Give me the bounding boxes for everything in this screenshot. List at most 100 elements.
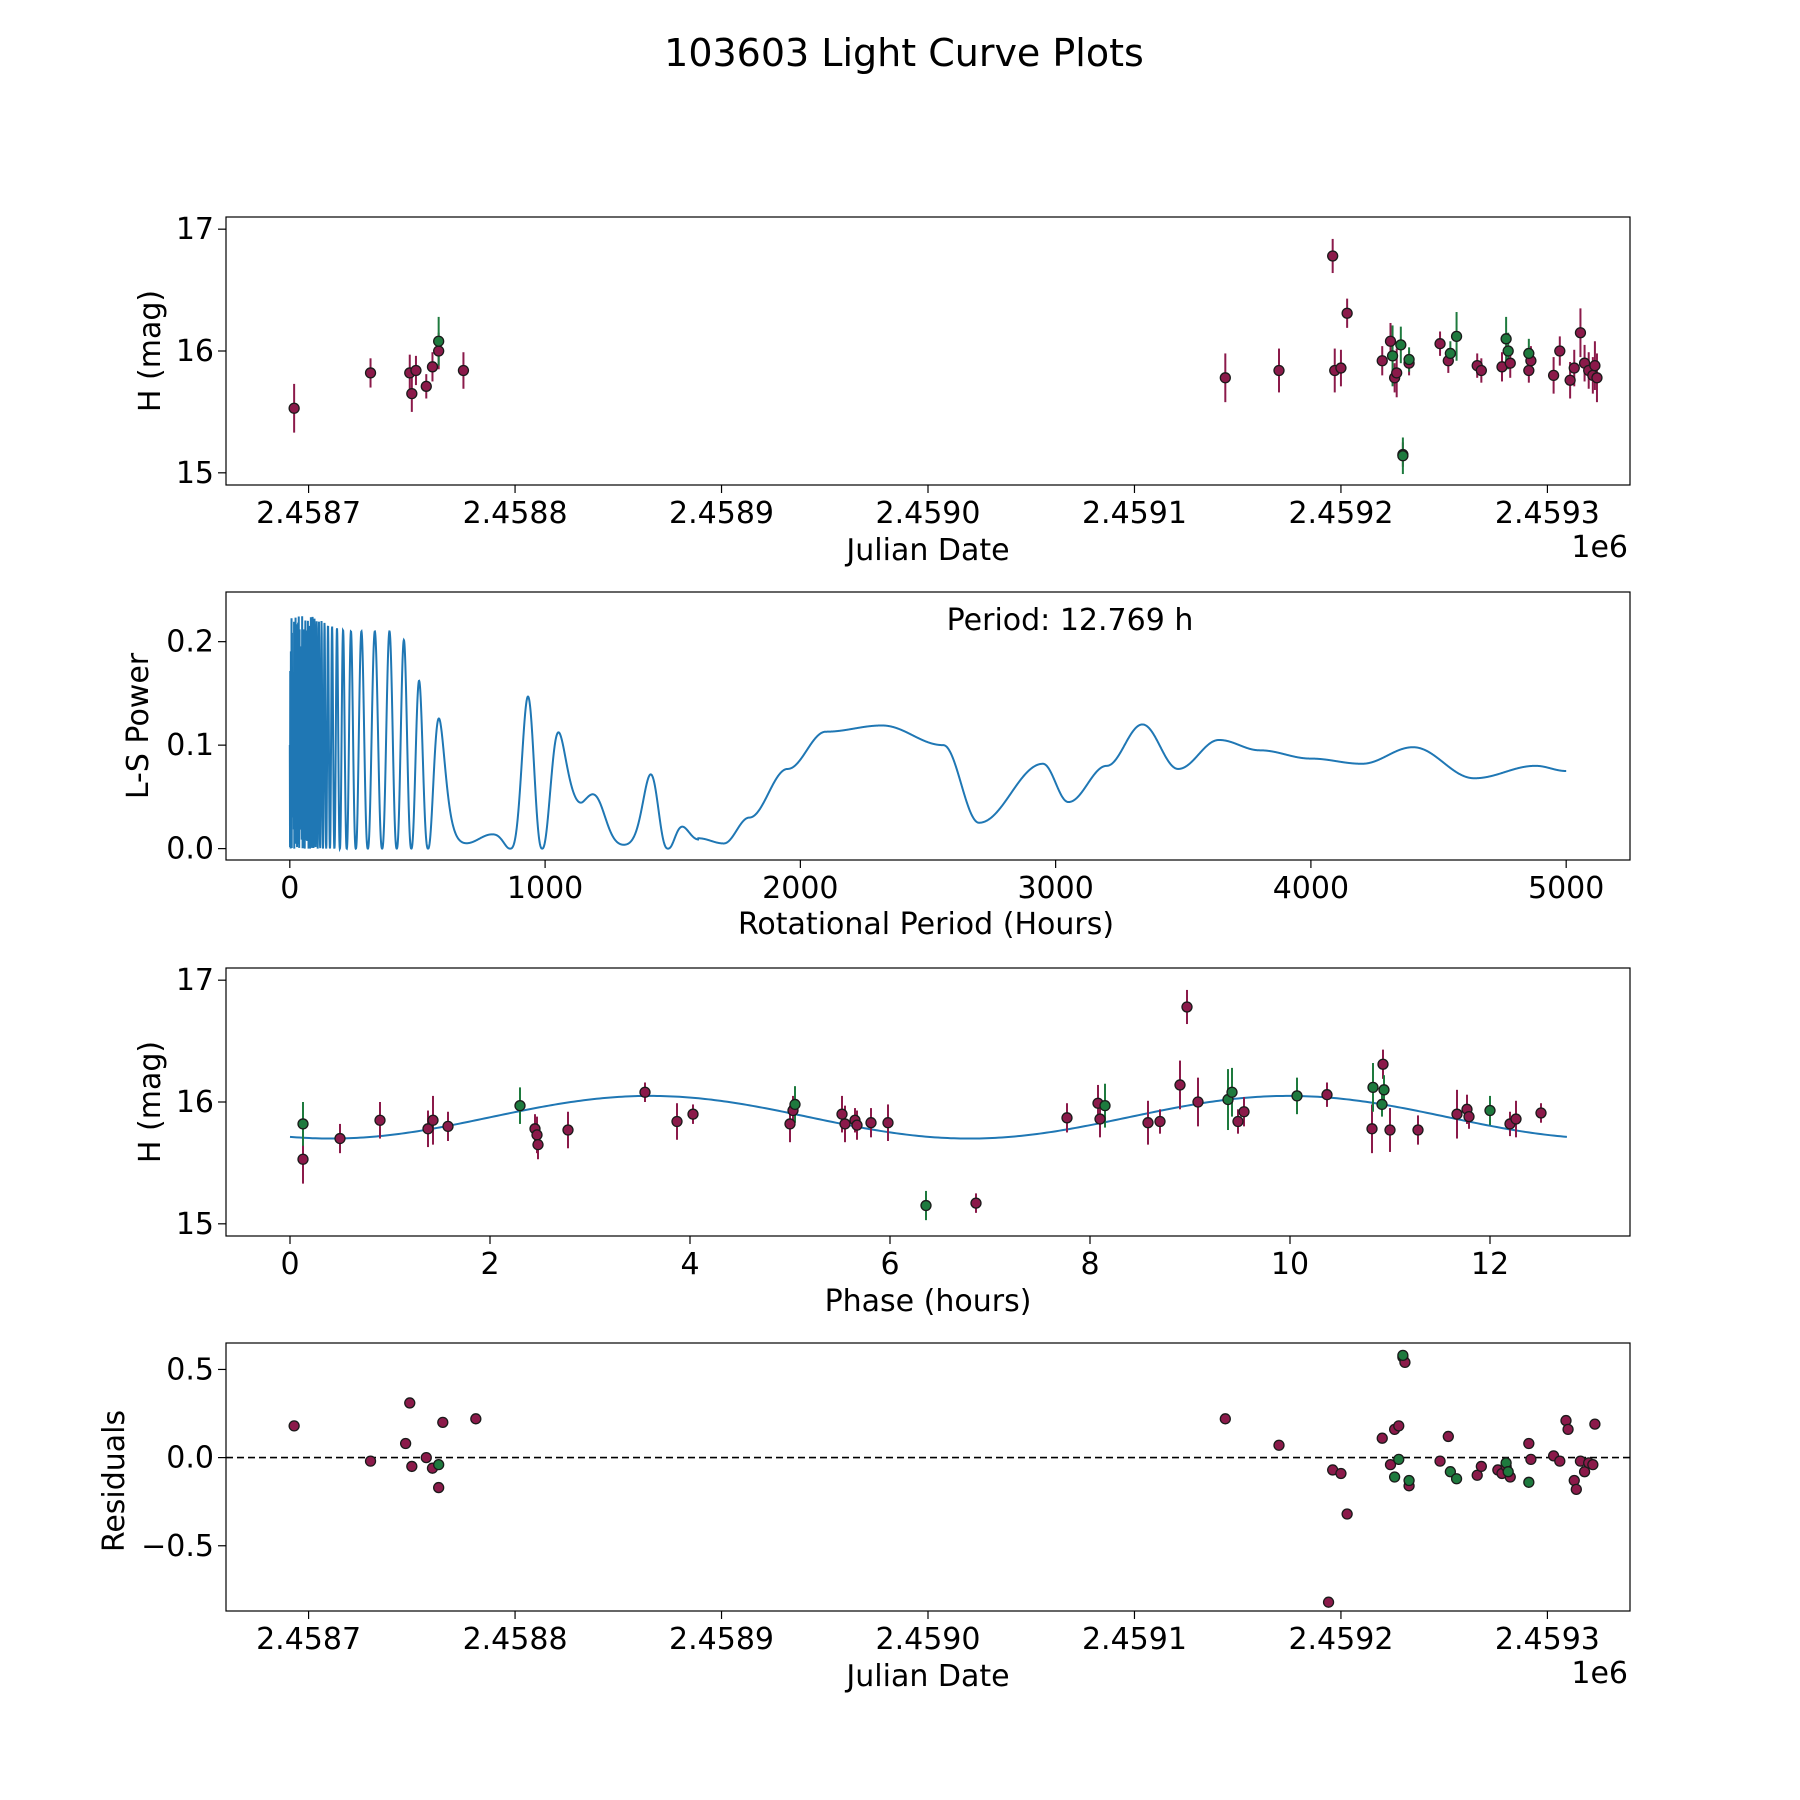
red-band-data-point [1562, 1423, 1574, 1436]
green-band-data-point [1099, 1100, 1111, 1112]
x-tick-label: 0 [280, 1247, 299, 1282]
x-tick-label: 2 [480, 1247, 499, 1282]
red-band-data-point [1523, 364, 1535, 377]
red-band-data-point [427, 1114, 439, 1126]
red-band-data-point [442, 1120, 454, 1133]
periodogram-ylabel: L-S Power [121, 652, 156, 799]
red-band-data-point [297, 1153, 309, 1165]
red-band-data-point [1322, 1596, 1335, 1608]
red-band-data-point [851, 1119, 863, 1131]
periodogram-plot-area [288, 616, 1567, 853]
green-band-data-point [1450, 1473, 1463, 1485]
x-tick-label: 4 [680, 1247, 699, 1282]
red-band-data-point [1335, 362, 1347, 374]
green-band-data-point [433, 335, 445, 347]
red-band-data-point [1192, 1096, 1204, 1108]
red-band-data-point [1335, 1467, 1347, 1480]
red-band-data-point [420, 380, 432, 392]
red-band-data-point [639, 1086, 651, 1098]
red-band-data-point [1547, 369, 1560, 382]
red-band-data-point [1523, 1437, 1535, 1450]
y-tick-label: 0.0 [166, 1441, 214, 1476]
phase-axes-frame [225, 967, 1631, 1237]
x-tick-label: 2.4591 [1082, 496, 1187, 531]
periodogram-period-annotation: Period: 12.769 h [947, 603, 1194, 638]
y-tick-label: 0.5 [166, 1352, 214, 1387]
x-tick-label: 2.4590 [876, 1622, 981, 1657]
red-band-data-point [1376, 355, 1388, 367]
red-band-data-point [457, 364, 470, 377]
residuals-xlabel: Julian Date [844, 1659, 1009, 1694]
lightcurve-plot-area [288, 238, 1603, 475]
red-band-data-point [404, 1397, 416, 1409]
red-band-data-point [433, 1481, 445, 1494]
x-tick-label: 2.4587 [256, 496, 361, 531]
phase-ticks: 0 2 4 6 8 10 12 15 16 17 [176, 963, 1509, 1282]
red-band-data-point [422, 1123, 434, 1135]
x-tick-label: 4000 [1273, 871, 1349, 906]
y-tick-label: 15 [176, 1207, 214, 1242]
x-tick-label: 2.4592 [1288, 1622, 1393, 1657]
red-band-data-point [1591, 372, 1603, 384]
green-band-data-point [1367, 1081, 1379, 1094]
red-band-data-point [1589, 359, 1601, 372]
red-band-data-point [1564, 374, 1576, 386]
periodogram-ticks: 0 1000 2000 3000 4000 5000 0.0 0.1 0.2 [166, 625, 1604, 906]
red-band-data-point [1341, 1508, 1353, 1520]
green-band-data-point [1378, 1084, 1390, 1096]
x-tick-label: 2.4589 [669, 496, 774, 531]
y-tick-label: 16 [176, 334, 214, 369]
green-band-data-point [1397, 1349, 1409, 1361]
green-band-data-point [1226, 1086, 1238, 1098]
red-band-data-point [1142, 1117, 1154, 1129]
green-band-data-point [1484, 1104, 1496, 1117]
red-band-data-point [1554, 345, 1566, 357]
residuals-axes-frame [225, 1342, 1631, 1612]
x-tick-label: 10 [1271, 1247, 1309, 1282]
x-tick-label: 2.4593 [1495, 496, 1600, 531]
periodogram-xlabel: Rotational Period (Hours) [738, 907, 1114, 942]
y-tick-label: 0.0 [166, 832, 214, 867]
red-band-data-point [1154, 1115, 1166, 1128]
green-band-data-point [1500, 333, 1512, 345]
red-band-data-point [288, 1420, 300, 1432]
red-band-data-point [784, 1118, 796, 1130]
red-band-data-point [1463, 1110, 1475, 1123]
green-band-data-point [433, 1459, 445, 1471]
green-band-data-point [1291, 1090, 1303, 1102]
red-band-data-point [420, 1451, 432, 1464]
red-band-data-point [410, 364, 422, 377]
y-tick-label: 17 [176, 212, 214, 247]
residuals-plot-area [226, 1349, 1630, 1608]
red-band-data-point [1574, 327, 1587, 339]
green-band-data-point [1397, 450, 1409, 462]
red-band-data-point [1366, 1123, 1378, 1135]
green-band-data-point [1403, 353, 1415, 366]
red-band-data-point [1434, 338, 1446, 350]
red-band-data-point [836, 1108, 848, 1120]
red-band-data-point [406, 1460, 418, 1473]
x-tick-label: 6 [880, 1247, 899, 1282]
x-tick-label: 0 [280, 871, 299, 906]
x-tick-label: 3000 [1017, 871, 1093, 906]
green-band-data-point [1393, 1453, 1405, 1466]
red-band-data-point [970, 1197, 982, 1209]
y-tick-label: 16 [176, 1085, 214, 1120]
residuals-ylabel: Residuals [97, 1410, 132, 1552]
lightcurve-ticks: 2.4587 2.4588 2.4589 2.4590 2.4591 2.4592 2.45… [176, 212, 1600, 531]
y-tick-label: 15 [176, 456, 214, 491]
red-band-data-point [437, 1416, 449, 1428]
green-band-data-point [1376, 1098, 1388, 1111]
red-band-data-point [1384, 1124, 1396, 1136]
x-tick-label: 2.4587 [256, 1622, 361, 1657]
x-tick-label: 2.4588 [463, 496, 568, 531]
green-band-data-point [1403, 1474, 1415, 1487]
green-band-data-point [1444, 347, 1457, 360]
y-tick-label: 0.2 [166, 625, 214, 660]
x-tick-label: 2.4591 [1082, 1622, 1187, 1657]
red-band-data-point [364, 1455, 377, 1467]
green-band-data-point [1386, 350, 1399, 362]
red-band-data-point [1412, 1124, 1424, 1136]
green-band-data-point [1502, 345, 1514, 357]
red-band-data-point [1219, 1413, 1231, 1425]
